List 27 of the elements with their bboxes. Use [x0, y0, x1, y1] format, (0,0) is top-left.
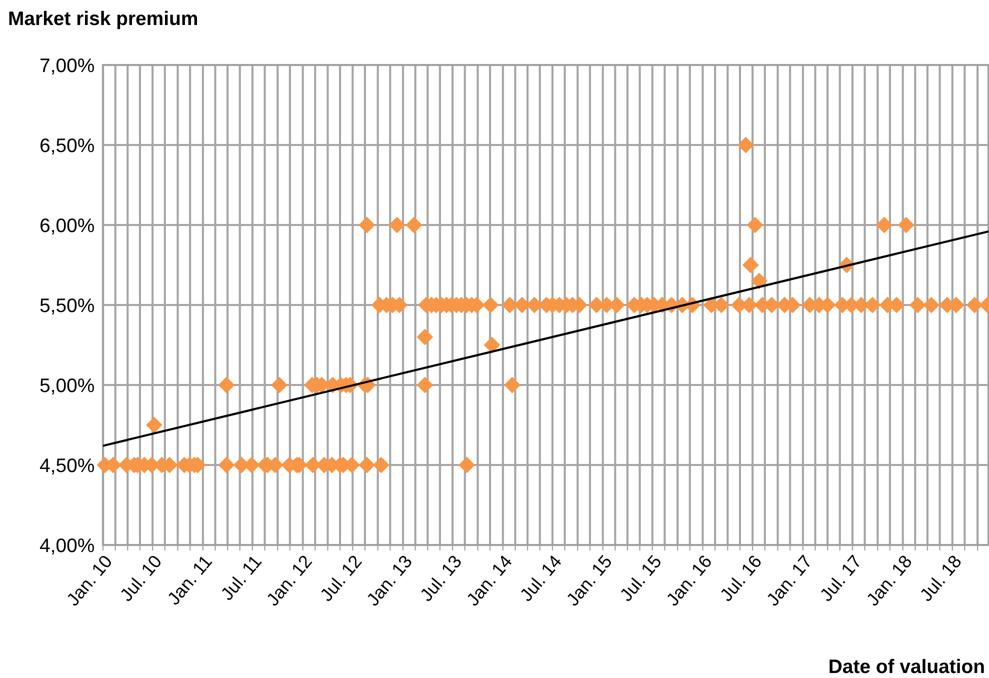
- x-tick-label: Jul. 14: [518, 554, 562, 602]
- y-tick-label: 5,00%: [40, 378, 94, 395]
- y-axis-title: Market risk premium: [9, 10, 197, 30]
- x-tick-label: Jan. 17: [766, 554, 812, 608]
- x-tick-label: Jan. 14: [466, 554, 513, 608]
- x-tick-label: Jan. 15: [565, 554, 612, 608]
- x-tick-label: Jan. 11: [166, 554, 213, 606]
- x-tick-label: Jul. 12: [318, 554, 362, 602]
- x-tick-label: Jul. 17: [818, 554, 862, 602]
- x-tick-label: Jul. 18: [918, 554, 962, 602]
- y-tick-label: 4,00%: [40, 538, 94, 555]
- y-tick-label: 6,50%: [40, 138, 94, 155]
- x-tick-label: Jul. 15: [618, 554, 662, 602]
- y-tick-label: 7,00%: [40, 58, 94, 75]
- y-tick-label: 4,50%: [40, 458, 94, 475]
- x-tick-label: Jul. 11: [219, 554, 262, 602]
- y-tick-label: 6,00%: [40, 218, 94, 235]
- x-tick-label: Jan. 10: [65, 554, 113, 608]
- x-axis-title: Date of valuation: [830, 658, 984, 674]
- x-tick-label: Jan. 12: [265, 554, 312, 608]
- x-tick-label: Jul. 16: [718, 554, 762, 602]
- y-tick-label: 5,50%: [40, 298, 94, 315]
- x-tick-label: Jul. 13: [418, 554, 462, 602]
- x-tick-label: Jan. 16: [665, 554, 712, 608]
- x-tick-label: Jan. 13: [365, 554, 413, 608]
- x-tick-label: Jan. 18: [865, 554, 912, 608]
- x-tick-label: Jul. 10: [118, 554, 162, 602]
